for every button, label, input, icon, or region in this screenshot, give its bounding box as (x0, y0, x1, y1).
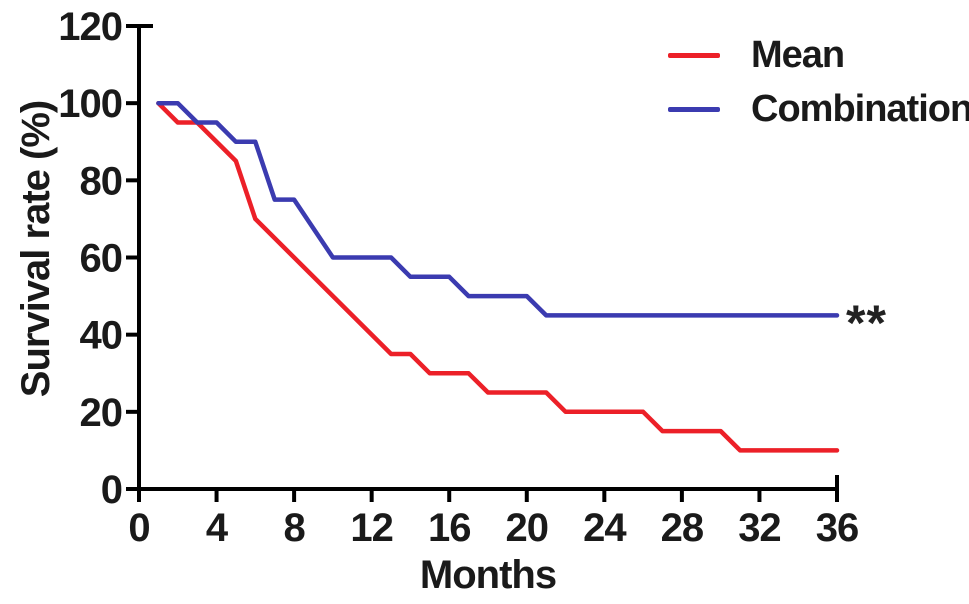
legend-item-mean: Mean (668, 33, 969, 76)
y-tick-label: 20 (80, 391, 123, 435)
series-line-combination (156, 100, 840, 318)
y-axis-title: Survival rate (%) (14, 100, 58, 398)
mean-line-swatch (668, 52, 720, 58)
x-tick-label: 8 (283, 506, 305, 550)
legend: Mean Combination (668, 33, 969, 130)
legend-label-mean: Mean (751, 33, 845, 76)
y-tick-label: 100 (58, 82, 122, 126)
y-tick-label: 60 (80, 237, 123, 281)
y-tick-label: 40 (80, 314, 123, 358)
x-tick-label: 24 (583, 506, 627, 550)
series-line-mean (156, 100, 840, 453)
legend-item-combination: Combination (668, 87, 969, 130)
significance-annotation: ** (846, 295, 887, 351)
y-tick-label: 0 (101, 468, 122, 512)
x-tick-label: 4 (206, 506, 229, 550)
legend-label-combination: Combination (751, 87, 969, 130)
x-tick-label: 16 (428, 506, 471, 550)
x-tick-label: 20 (506, 506, 549, 550)
x-tick-label: 0 (128, 506, 149, 550)
x-tick-label: 28 (661, 506, 704, 550)
combination-line-swatch (668, 106, 720, 112)
y-tick-label: 80 (80, 159, 123, 203)
x-axis-title: Months (419, 553, 557, 597)
y-tick-label: 120 (58, 5, 122, 49)
x-tick-label: 36 (816, 506, 859, 550)
x-tick-label: 32 (738, 506, 781, 550)
x-tick-label: 12 (350, 506, 393, 550)
